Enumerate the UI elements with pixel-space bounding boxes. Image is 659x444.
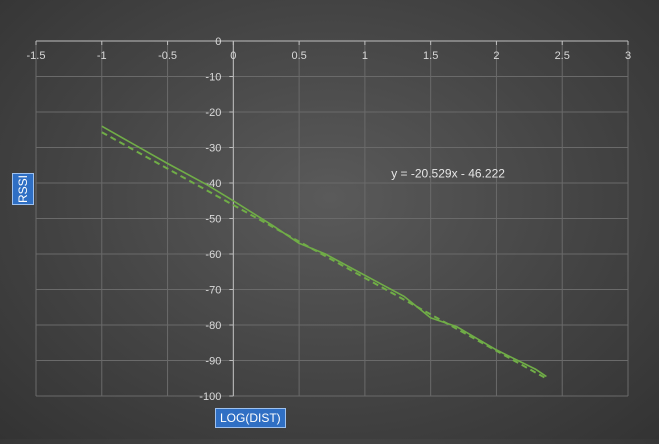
x-tick-label: 1 bbox=[362, 50, 368, 62]
trendline bbox=[101, 131, 547, 380]
y-tick-label: -90 bbox=[205, 356, 221, 368]
y-tick-label: -30 bbox=[205, 143, 221, 155]
y-tick-label: -50 bbox=[205, 214, 221, 226]
y-tick-label: 0 bbox=[215, 36, 221, 48]
trendline-equation: y = -20.529x - 46.222 bbox=[391, 167, 505, 181]
x-tick-label: 2.5 bbox=[555, 50, 570, 62]
x-tick-label: -1 bbox=[97, 50, 107, 62]
x-tick-label: 3 bbox=[625, 50, 631, 62]
x-axis-title: LOG(DIST) bbox=[215, 408, 286, 428]
y-tick-label: -70 bbox=[205, 285, 221, 297]
data-series-line bbox=[101, 125, 547, 378]
x-tick-label: 0.5 bbox=[291, 50, 306, 62]
y-tick-label: -20 bbox=[205, 107, 221, 119]
y-tick-label: -60 bbox=[205, 249, 221, 261]
x-tick-label: -0.5 bbox=[158, 50, 177, 62]
y-axis-title-text: RSSI bbox=[16, 174, 31, 204]
x-tick-label: 2 bbox=[493, 50, 499, 62]
y-axis-title: RSSI bbox=[12, 173, 34, 205]
x-tick-label: -1.5 bbox=[27, 50, 46, 62]
y-tick-label: -10 bbox=[205, 72, 221, 84]
y-tick-label: -100 bbox=[199, 391, 221, 403]
x-tick-label: 1.5 bbox=[423, 50, 438, 62]
y-tick-label: -80 bbox=[205, 320, 221, 332]
x-tick-label: 0 bbox=[230, 50, 236, 62]
